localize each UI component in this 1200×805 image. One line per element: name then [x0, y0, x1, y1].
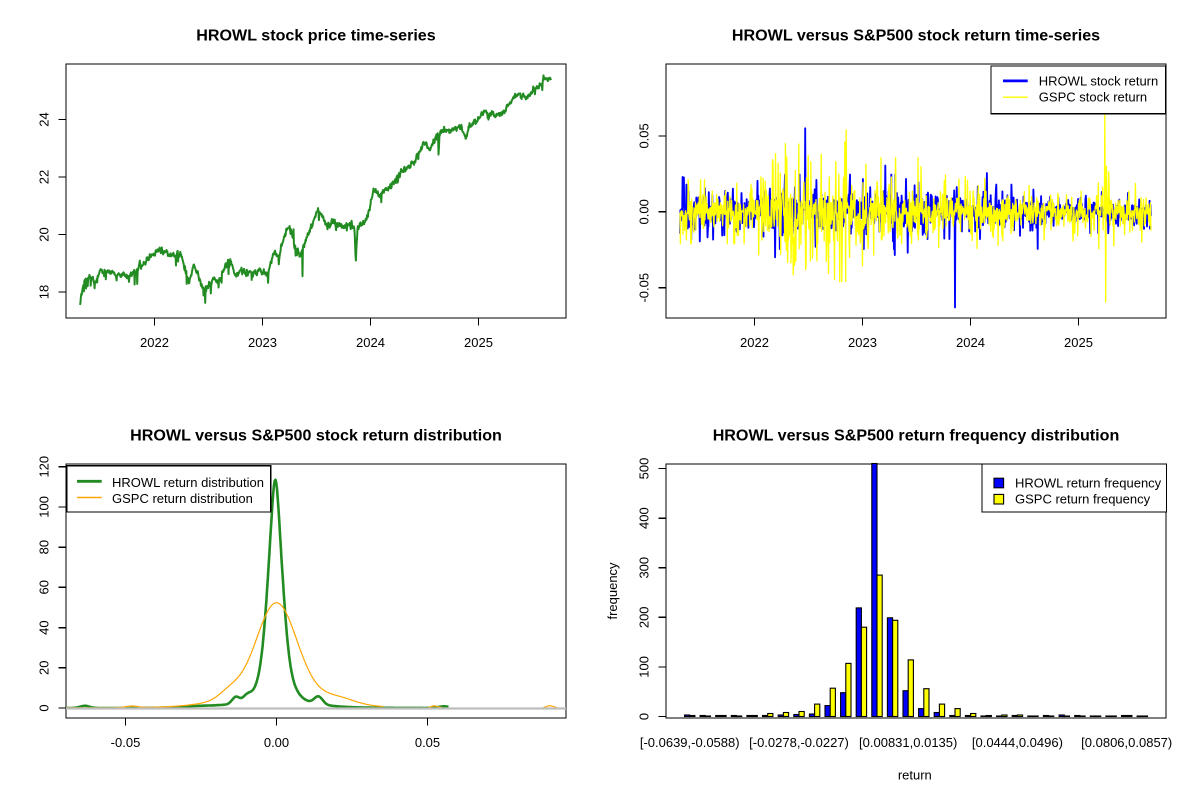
svg-text:[-0.0278,-0.0227): [-0.0278,-0.0227) — [749, 735, 849, 750]
svg-text:[0.0444,0.0496): [0.0444,0.0496) — [972, 735, 1063, 750]
svg-text:[-0.0639,-0.0588): [-0.0639,-0.0588) — [640, 735, 740, 750]
svg-text:[0.00831,0.0135): [0.00831,0.0135) — [859, 735, 957, 750]
svg-text:GSPC return distribution: GSPC return distribution — [112, 491, 253, 506]
svg-text:400: 400 — [637, 507, 652, 529]
svg-text:100: 100 — [37, 496, 52, 518]
svg-text:HROWL return frequency: HROWL return frequency — [1015, 475, 1162, 490]
svg-text:HROWL versus S&P500 return fre: HROWL versus S&P500 return frequency dis… — [713, 427, 1120, 445]
svg-text:60: 60 — [37, 580, 52, 594]
svg-text:-0.05: -0.05 — [111, 735, 141, 750]
svg-text:GSPC stock return: GSPC stock return — [1039, 90, 1147, 105]
svg-text:2022: 2022 — [140, 335, 169, 350]
svg-text:2023: 2023 — [848, 335, 877, 350]
svg-text:return: return — [898, 767, 932, 782]
svg-text:0.00: 0.00 — [264, 735, 289, 750]
svg-text:2025: 2025 — [464, 335, 493, 350]
svg-text:2024: 2024 — [956, 335, 985, 350]
svg-text:0: 0 — [637, 713, 652, 720]
svg-text:HROWL versus S&P500 stock retu: HROWL versus S&P500 stock return distrib… — [130, 427, 502, 445]
svg-text:2024: 2024 — [356, 335, 385, 350]
svg-text:frequency: frequency — [605, 562, 620, 620]
svg-text:500: 500 — [637, 458, 652, 480]
svg-text:2023: 2023 — [248, 335, 277, 350]
svg-text:80: 80 — [37, 540, 52, 554]
svg-text:0.05: 0.05 — [415, 735, 440, 750]
svg-text:-0.05: -0.05 — [637, 273, 652, 303]
svg-text:300: 300 — [637, 557, 652, 579]
svg-text:0.05: 0.05 — [637, 123, 652, 148]
svg-text:120: 120 — [37, 456, 52, 478]
svg-text:2025: 2025 — [1064, 335, 1093, 350]
svg-text:20: 20 — [37, 661, 52, 675]
svg-text:40: 40 — [37, 620, 52, 634]
svg-text:20: 20 — [37, 227, 52, 241]
svg-text:0: 0 — [37, 704, 52, 711]
svg-text:HROWL stock price time-series: HROWL stock price time-series — [196, 27, 435, 45]
svg-text:GSPC return frequency: GSPC return frequency — [1015, 492, 1151, 507]
svg-text:22: 22 — [37, 170, 52, 184]
svg-text:0.00: 0.00 — [637, 199, 652, 224]
svg-text:HROWL stock return: HROWL stock return — [1039, 73, 1158, 88]
svg-text:24: 24 — [37, 112, 52, 126]
svg-text:100: 100 — [637, 656, 652, 678]
svg-text:HROWL return distribution: HROWL return distribution — [112, 475, 264, 490]
svg-text:2022: 2022 — [740, 335, 769, 350]
svg-text:[0.0806,0.0857): [0.0806,0.0857) — [1081, 735, 1172, 750]
svg-text:18: 18 — [37, 285, 52, 299]
svg-text:200: 200 — [637, 606, 652, 628]
svg-text:HROWL versus S&P500 stock retu: HROWL versus S&P500 stock return time-se… — [732, 27, 1100, 45]
